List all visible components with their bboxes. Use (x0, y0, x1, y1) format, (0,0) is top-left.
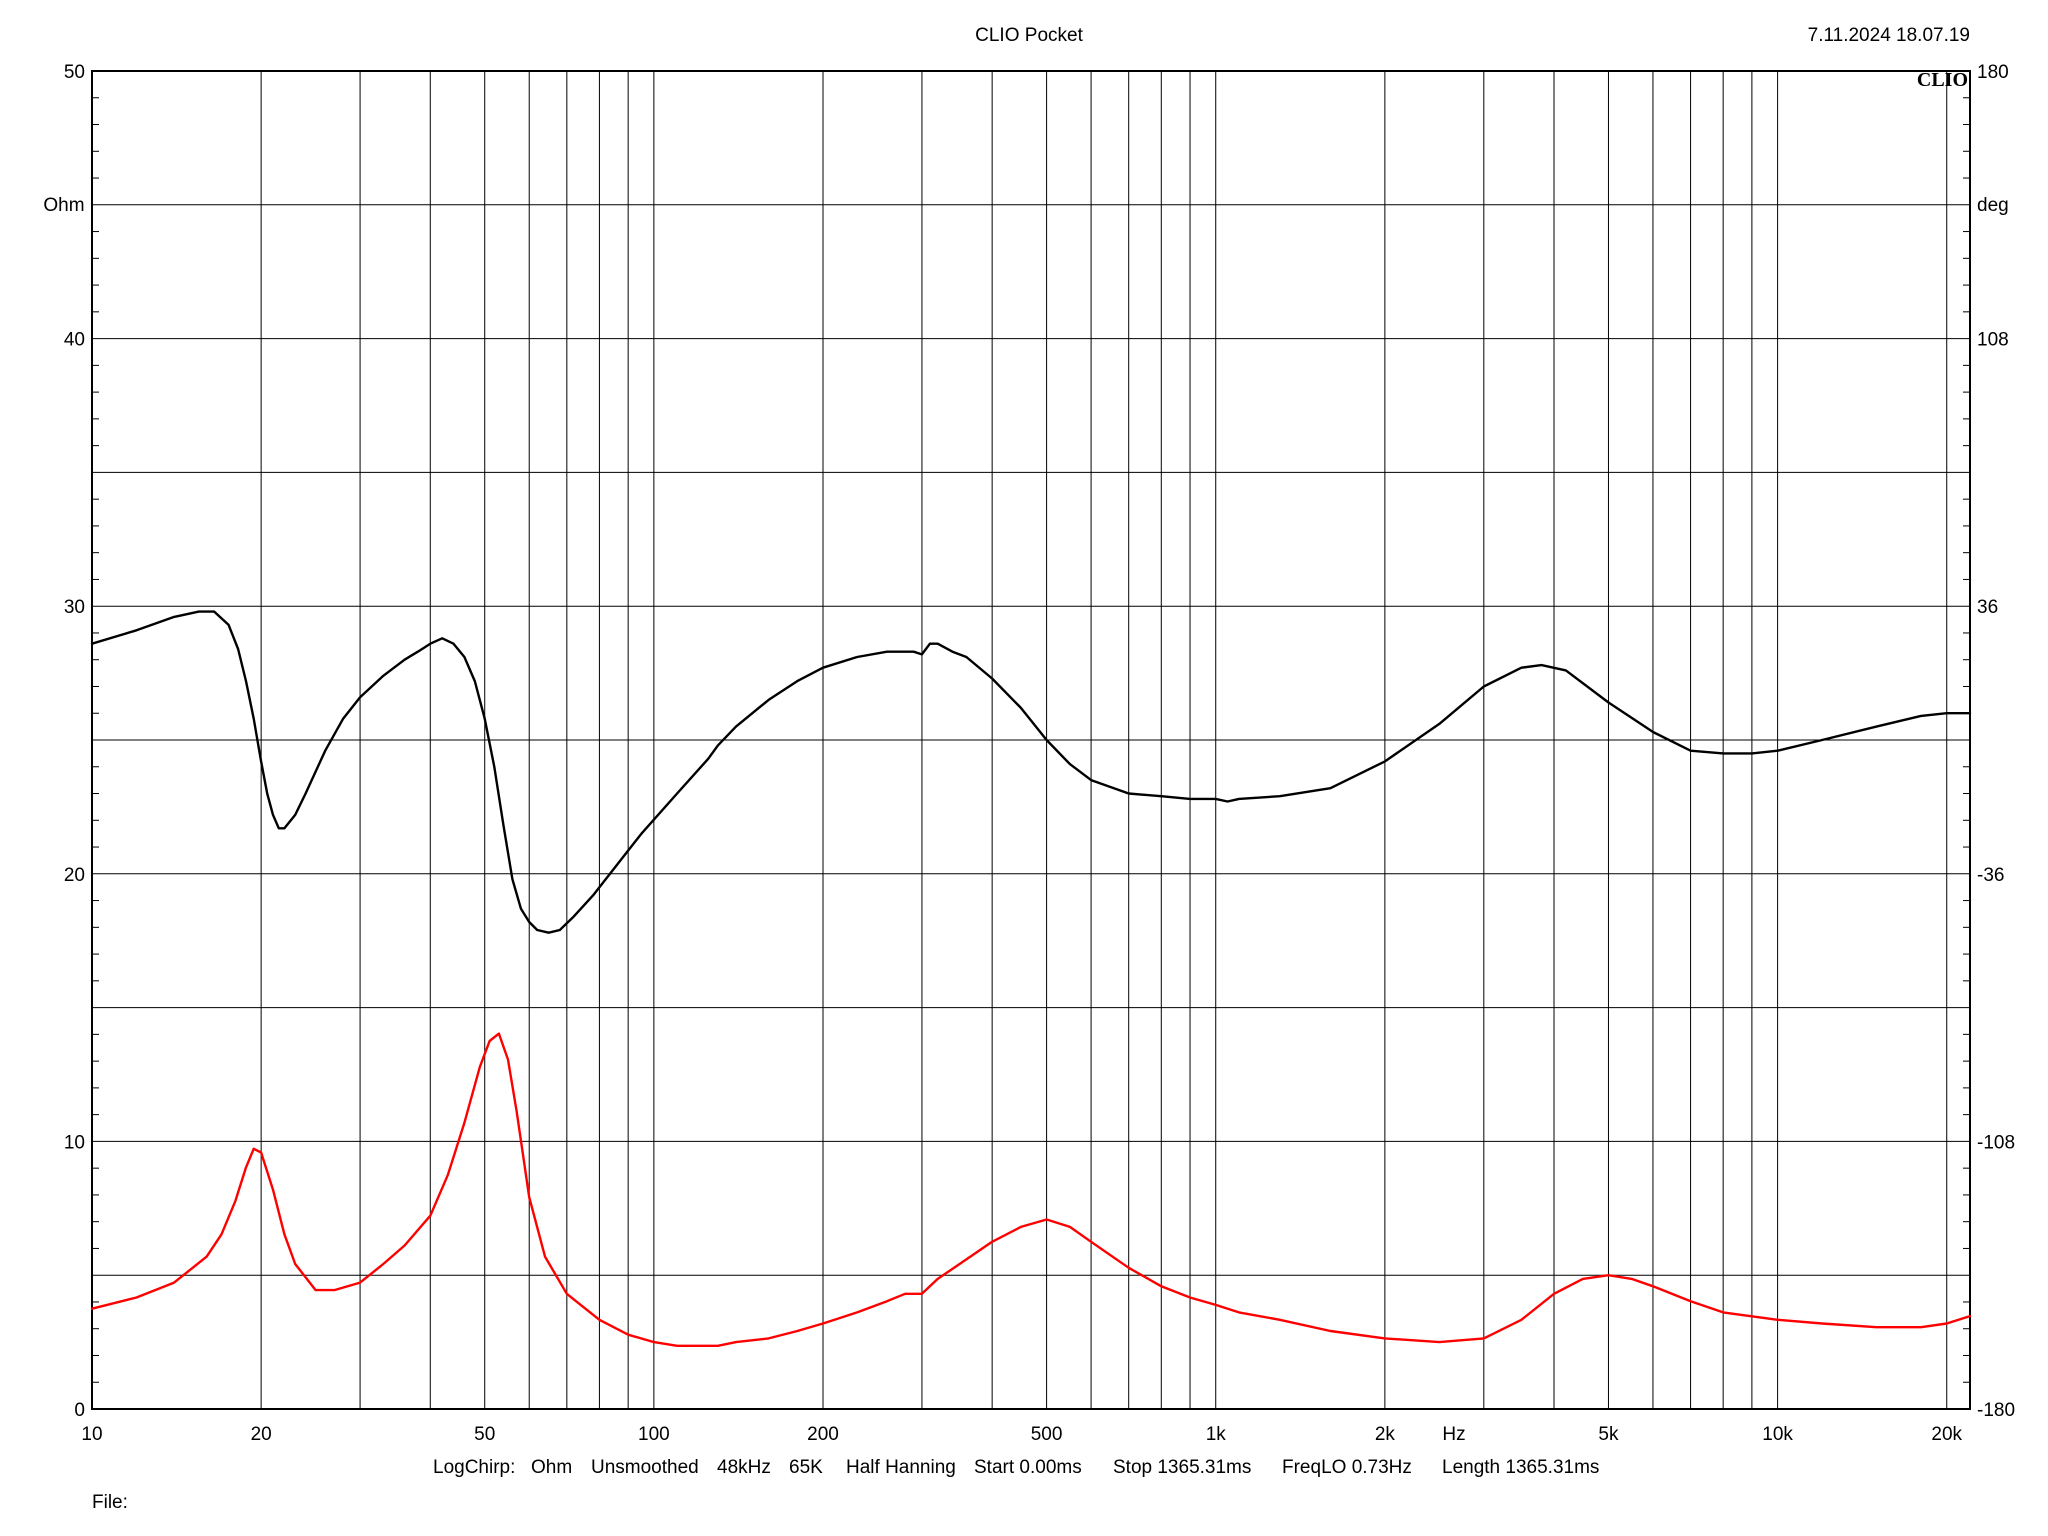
y2-tick-label: -36 (1977, 865, 2004, 886)
y2-tick-label: -180 (1977, 1400, 2015, 1421)
param-unit: Ohm (531, 1457, 572, 1478)
y-tick-label: 0 (74, 1400, 85, 1421)
timestamp: 7.11.2024 18.07.19 (1808, 25, 1970, 46)
y2-tick-label: -108 (1977, 1132, 2015, 1153)
x-tick-label: 2k (1375, 1424, 1396, 1445)
x-tick-label: 10 (81, 1424, 102, 1445)
chart-tick-labels: 10 20 50 100 200 500 1k 2k 5k 10k 20k 0 10 20 30 40 50 -1… (64, 62, 2015, 1445)
x-tick-label: 5k (1598, 1424, 1619, 1445)
x-tick-label: 20k (1931, 1424, 1962, 1445)
y-tick-label: 50 (64, 62, 85, 83)
y2-axis-label: deg (1977, 195, 2009, 216)
x-tick-label: 200 (807, 1424, 839, 1445)
x-tick-label: 500 (1031, 1424, 1063, 1445)
y2-tick-label: 36 (1977, 597, 1998, 618)
y-tick-label: 30 (64, 597, 85, 618)
param-smoothing: Unsmoothed (591, 1457, 699, 1478)
plot-frame (91, 70, 1971, 1410)
param-method: LogChirp: (433, 1457, 515, 1478)
y2-tick-label: 108 (1977, 330, 2009, 351)
y2-tick-label: 180 (1977, 62, 2009, 83)
x-tick-label: 10k (1762, 1424, 1793, 1445)
y-tick-label: 20 (64, 865, 85, 886)
param-stop: Stop 1365.31ms (1113, 1457, 1251, 1478)
param-freqlo: FreqLO 0.73Hz (1282, 1457, 1412, 1478)
y-axis-label: Ohm (43, 195, 84, 216)
impedance-phase-line (90, 1032, 1972, 1348)
x-axis-unit: Hz (1442, 1424, 1465, 1445)
clio-logo: CLIO (1917, 69, 1968, 91)
impedance-magnitude-line (90, 610, 1972, 934)
chart-series (90, 610, 1972, 1348)
x-tick-label: 100 (638, 1424, 670, 1445)
y-tick-label: 40 (64, 330, 85, 351)
param-window: Half Hanning (846, 1457, 956, 1478)
y-tick-label: 10 (64, 1132, 85, 1153)
param-length: Length 1365.31ms (1442, 1457, 1599, 1478)
param-start: Start 0.00ms (974, 1457, 1082, 1478)
measurement-params: LogChirp: Ohm Unsmoothed 48kHz 65K Half … (433, 1457, 1599, 1478)
x-tick-label: 50 (474, 1424, 495, 1445)
x-tick-label: 1k (1206, 1424, 1227, 1445)
x-tick-label: 20 (251, 1424, 272, 1445)
file-label: File: (92, 1492, 128, 1513)
param-sample-rate: 48kHz (717, 1457, 771, 1478)
chart-grid (92, 71, 1970, 1409)
param-size: 65K (789, 1457, 823, 1478)
chart-title: CLIO Pocket (975, 25, 1083, 46)
